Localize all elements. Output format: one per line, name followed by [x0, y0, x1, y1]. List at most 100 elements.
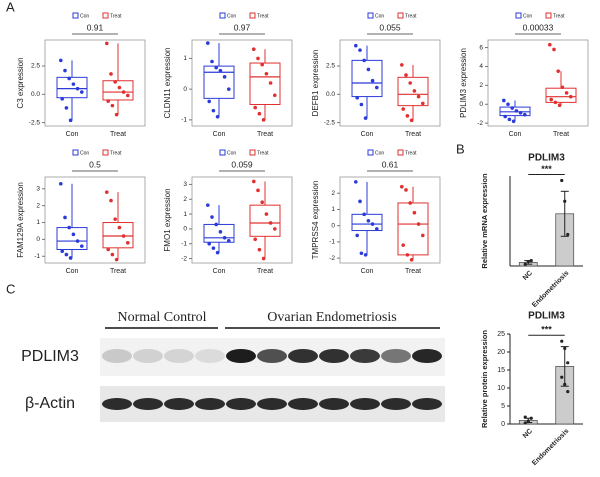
band [319, 398, 349, 410]
point [222, 75, 227, 79]
panel-label: C [6, 281, 15, 296]
x-tick-label: NC [522, 428, 534, 440]
point [354, 180, 358, 184]
y-tick-label: 0 [331, 222, 335, 229]
y-tick-label: 2.5 [31, 63, 40, 70]
point [363, 116, 368, 120]
point [563, 199, 567, 203]
x-tick-label: Treat [405, 131, 421, 138]
point [60, 97, 64, 101]
box [397, 76, 429, 107]
x-tick-label: Con [66, 131, 79, 138]
x-tick-label: Con [66, 268, 79, 275]
point [563, 346, 567, 350]
point [63, 68, 67, 73]
point [548, 42, 552, 47]
point [355, 95, 360, 100]
group-label: Normal Control [117, 310, 206, 325]
y-tick-label: 5 [501, 403, 505, 410]
p-value: 0.00033 [523, 22, 554, 32]
point [64, 252, 69, 257]
point [375, 227, 379, 231]
point [210, 215, 214, 219]
y-tick-label: 0.0 [326, 91, 335, 98]
p-value: 0.97 [234, 22, 251, 32]
y-tick-label: -2 [477, 120, 483, 127]
box [351, 213, 383, 232]
point [227, 87, 231, 91]
point [510, 106, 514, 110]
point [421, 101, 425, 106]
significance: *** [541, 164, 552, 174]
plot-frame [487, 39, 589, 127]
legend-label: Con [375, 13, 384, 19]
point [121, 90, 126, 94]
point [416, 222, 421, 226]
box [249, 204, 281, 237]
point [252, 179, 256, 184]
chart-title: PDLIM3 [528, 311, 565, 322]
y-tick-label: 0 [36, 236, 40, 243]
y-axis-label: TMPRSS4 expression [311, 181, 320, 260]
band [412, 398, 442, 410]
point [366, 67, 371, 72]
point [359, 251, 364, 256]
point [560, 375, 564, 379]
band [381, 398, 411, 410]
point [560, 339, 564, 343]
point [405, 114, 410, 118]
point [206, 41, 210, 45]
point [503, 114, 508, 119]
point [261, 118, 266, 122]
y-axis-label: CLDN11 expression [163, 48, 172, 119]
point [553, 100, 558, 105]
x-tick-label: Treat [257, 131, 273, 138]
point [253, 105, 257, 110]
point [60, 249, 64, 253]
panel-label: B [456, 141, 465, 156]
point [59, 181, 63, 186]
point [560, 85, 565, 90]
point [273, 227, 277, 231]
x-tick-label: Con [361, 268, 374, 275]
point [401, 107, 406, 111]
p-value: 0.055 [379, 22, 401, 32]
y-axis-label: FMO1 expression [163, 188, 172, 251]
point [256, 188, 260, 193]
legend-swatch [102, 149, 109, 156]
y-axis-label: C3 expression [16, 57, 25, 108]
x-tick-label: Endometriosis [531, 270, 570, 309]
y-tick-label: -2 [181, 255, 187, 262]
point [207, 99, 211, 104]
point [366, 219, 371, 223]
point [64, 106, 69, 110]
plot-frame [44, 39, 146, 127]
chart-title: PDLIM3 [528, 153, 565, 164]
legend-label: Con [80, 13, 89, 19]
point [214, 65, 218, 70]
point [362, 212, 367, 217]
point [405, 253, 410, 257]
box [397, 202, 429, 256]
point [218, 68, 223, 73]
point [105, 190, 109, 194]
legend-swatch [249, 12, 256, 19]
point [421, 233, 425, 238]
point [126, 93, 130, 98]
band [195, 349, 225, 363]
band [381, 349, 411, 363]
point [370, 222, 375, 226]
y-tick-label: 2 [331, 190, 335, 197]
point [416, 94, 421, 99]
point [566, 361, 570, 365]
y-tick-label: 0 [183, 86, 187, 93]
point [215, 114, 220, 119]
point [560, 178, 564, 183]
point [71, 82, 76, 86]
point [80, 244, 84, 248]
point [408, 81, 413, 85]
legend-label: Treat [110, 150, 122, 156]
point [409, 118, 414, 123]
legend-swatch [219, 149, 226, 156]
point [215, 250, 220, 255]
